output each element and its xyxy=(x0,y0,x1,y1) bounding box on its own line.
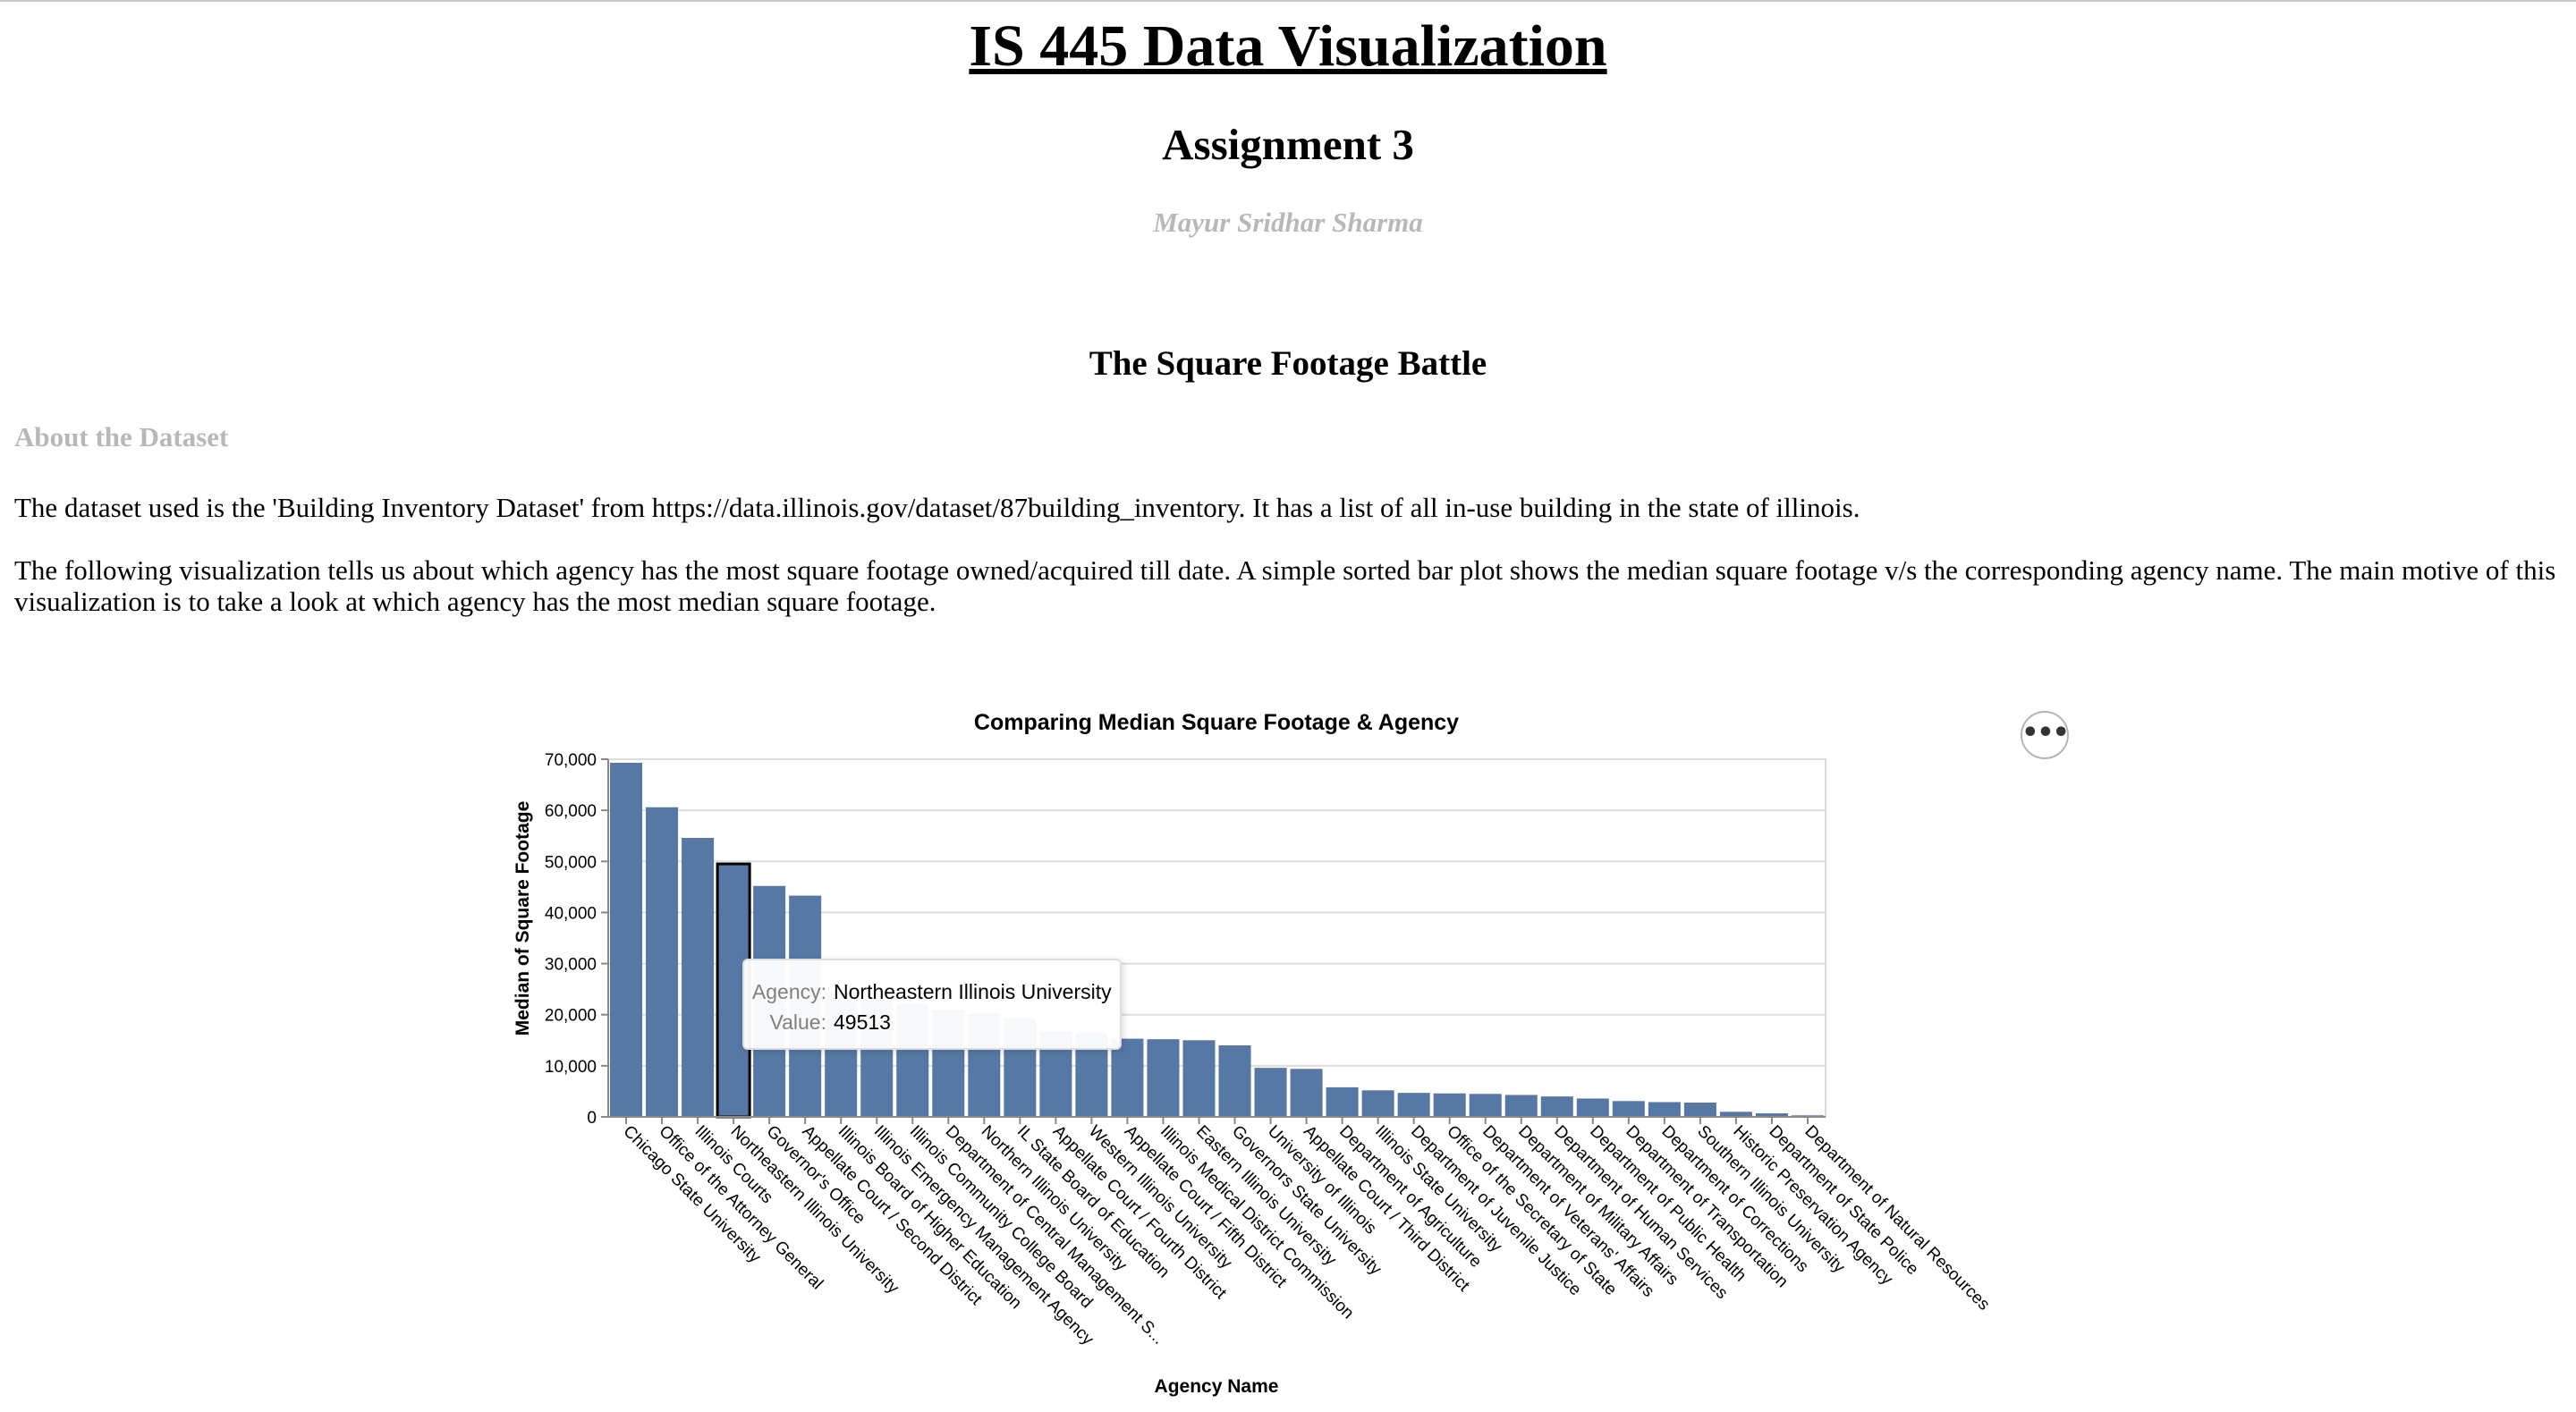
page-title: IS 445 Data Visualization xyxy=(969,13,1607,79)
tooltip-value-value: 49513 xyxy=(834,1010,891,1034)
bar[interactable] xyxy=(1540,1096,1573,1117)
y-axis: 0 10,000 20,000 30,000 40,000 50,000 60,000 70,… xyxy=(545,751,609,1128)
tooltip-value-row: Value: 49513 xyxy=(744,1007,1120,1037)
x-axis-title: Agency Name xyxy=(1155,1376,1279,1397)
about-heading: About the Dataset xyxy=(14,421,229,452)
visualization-description: The following visualization tells us abo… xyxy=(14,554,2556,617)
bar[interactable] xyxy=(1612,1101,1645,1117)
bar[interactable] xyxy=(1290,1069,1323,1117)
bar[interactable] xyxy=(1433,1093,1466,1117)
top-rule xyxy=(0,0,2576,2)
bars xyxy=(610,763,1824,1119)
bar[interactable] xyxy=(1147,1039,1180,1117)
bar[interactable] xyxy=(1469,1094,1502,1117)
dataset-description: The dataset used is the 'Building Invent… xyxy=(14,492,1860,523)
bar[interactable] xyxy=(1683,1103,1716,1117)
bar[interactable] xyxy=(1111,1038,1144,1117)
y-tick-label: 70,000 xyxy=(545,751,597,770)
tooltip-agency-key: Agency: xyxy=(751,979,826,1003)
assignment-heading: Assignment 3 xyxy=(1162,120,1414,169)
bar[interactable] xyxy=(646,807,679,1117)
y-tick-label: 30,000 xyxy=(545,956,597,975)
tooltip-value-key: Value: xyxy=(769,1010,826,1034)
bar[interactable] xyxy=(1648,1102,1681,1117)
bar[interactable] xyxy=(1254,1068,1287,1117)
bar[interactable] xyxy=(1755,1113,1788,1117)
bar[interactable] xyxy=(1719,1112,1752,1117)
section-title: The Square Footage Battle xyxy=(1089,344,1487,383)
bar[interactable] xyxy=(1576,1098,1609,1117)
y-tick-label: 40,000 xyxy=(545,904,597,923)
y-axis-title: Median of Square Footage xyxy=(513,801,533,1036)
bar[interactable] xyxy=(1397,1093,1430,1117)
y-tick-label: 10,000 xyxy=(545,1058,597,1077)
bar-chart: Comparing Median Square Footage & Agency… xyxy=(513,710,1993,1397)
chart-actions-button[interactable]: ••• xyxy=(2021,711,2070,759)
tooltip-agency-value: Northeastern Illinois University xyxy=(834,979,1112,1003)
bar[interactable] xyxy=(682,838,715,1117)
tooltip-agency-row: Agency: Northeastern Illinois University xyxy=(744,977,1120,1007)
y-tick-label: 60,000 xyxy=(545,802,597,821)
y-tick-label: 0 xyxy=(587,1109,597,1128)
bar[interactable] xyxy=(1218,1045,1251,1117)
y-tick-label: 50,000 xyxy=(545,853,597,872)
ellipsis-icon: ••• xyxy=(2021,717,2070,748)
bar[interactable] xyxy=(1182,1040,1216,1117)
chart-title: Comparing Median Square Footage & Agency xyxy=(974,710,1459,735)
bar[interactable] xyxy=(1326,1086,1359,1117)
bar[interactable] xyxy=(1504,1095,1538,1117)
chart-tooltip: Agency: Northeastern Illinois University… xyxy=(742,959,1122,1050)
y-tick-label: 20,000 xyxy=(545,1007,597,1026)
author-name: Mayur Sridhar Sharma xyxy=(1153,207,1423,238)
bar[interactable] xyxy=(610,763,643,1117)
bar[interactable] xyxy=(1361,1090,1394,1117)
